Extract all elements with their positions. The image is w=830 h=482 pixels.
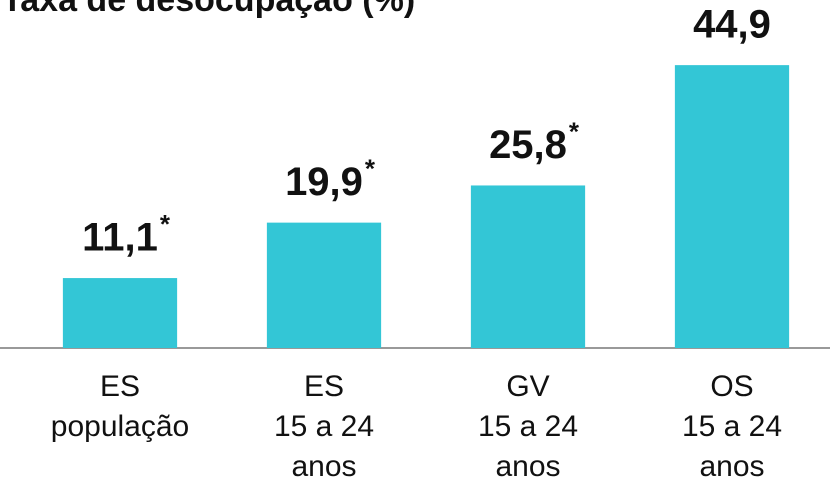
x-tick-label: 15 a 24 (478, 410, 578, 443)
x-tick-label: ES (304, 370, 344, 403)
x-tick-label: ES (100, 370, 140, 403)
x-tick-label: população (51, 410, 189, 443)
footnote-mark: * (160, 209, 171, 239)
footnote-mark: * (569, 116, 580, 146)
x-tick-label: GV (506, 370, 549, 403)
x-tick-label: 15 a 24 (682, 410, 782, 443)
value-label: 44,9 (693, 3, 771, 47)
chart-title: Taxa de desocupação (%) (2, 0, 415, 19)
bar (62, 278, 178, 348)
bar (470, 185, 586, 348)
x-tick-label: anos (291, 450, 356, 482)
x-tick-label: OS (710, 370, 753, 403)
value-label: 19,9 (285, 160, 363, 204)
x-tick-label: anos (495, 450, 560, 482)
value-label: 11,1 (82, 216, 158, 260)
footnote-mark: * (365, 154, 376, 184)
value-label: 25,8 (489, 123, 567, 167)
x-tick-label: anos (699, 450, 764, 482)
bar (266, 222, 382, 348)
x-tick-label: 15 a 24 (274, 410, 374, 443)
bar (674, 65, 790, 348)
